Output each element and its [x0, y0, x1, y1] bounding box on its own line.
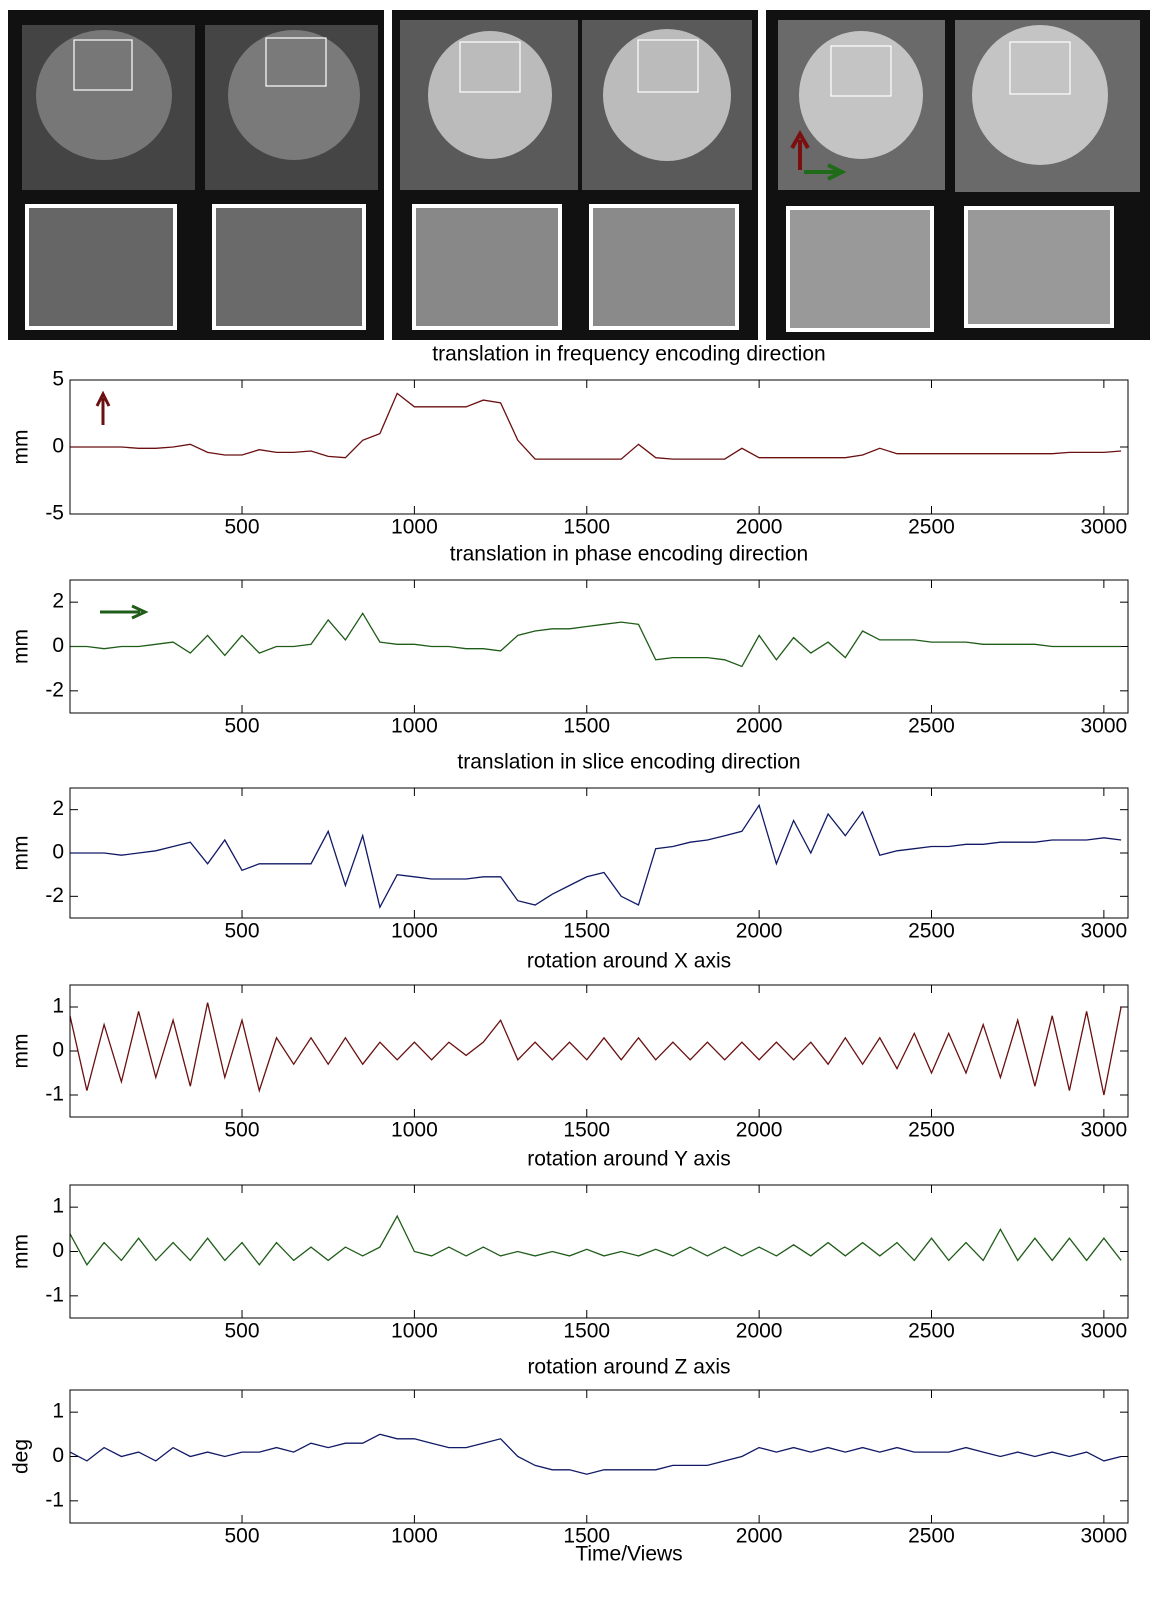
y-axis-label: mm [10, 1234, 33, 1269]
y-tick-label: -1 [45, 1083, 64, 1106]
x-tick-label: 1500 [563, 1320, 610, 1343]
plot-frame [69, 379, 1129, 515]
y-tick-label: -5 [45, 502, 64, 525]
plot-frame [69, 1389, 1129, 1524]
x-tick-label: 1500 [563, 1525, 610, 1548]
y-tick-label: 2 [52, 590, 64, 613]
x-tick-label: 1000 [391, 1119, 438, 1142]
x-tick-label: 1500 [563, 516, 610, 539]
direction-arrow [95, 390, 111, 425]
x-tick-label: 2000 [736, 920, 783, 943]
y-tick-label: 0 [52, 634, 64, 657]
y-tick-label: -2 [45, 678, 64, 701]
y-axis-label: mm [10, 629, 33, 664]
data-line [70, 803, 1122, 910]
x-tick-label: 2500 [908, 920, 955, 943]
x-tick-label: 3000 [1081, 1119, 1128, 1142]
x-tick-label: 1500 [563, 1119, 610, 1142]
chart-title: translation in phase encoding direction [450, 543, 808, 566]
y-tick-label: 0 [52, 1239, 64, 1262]
x-tick-label: 1000 [391, 920, 438, 943]
plot-frame [69, 579, 1129, 714]
x-tick-label: 2500 [908, 715, 955, 738]
data-line [69, 1002, 1122, 1096]
plot-frame [69, 1184, 1129, 1319]
y-tick-label: -2 [45, 884, 64, 907]
x-tick-label: 3000 [1081, 715, 1128, 738]
x-tick-label: 2500 [908, 1525, 955, 1548]
x-tick-label: 3000 [1081, 1320, 1128, 1343]
plot-frame [69, 984, 1129, 1118]
chart-title: rotation around X axis [527, 950, 731, 973]
y-tick-label: 0 [52, 841, 64, 864]
chart-title: rotation around Y axis [527, 1148, 731, 1171]
x-tick-label: 1000 [391, 715, 438, 738]
direction-arrow [100, 604, 149, 620]
x-tick-label: 2500 [908, 1119, 955, 1142]
y-tick-label: -1 [45, 1283, 64, 1306]
chart-title: rotation around Z axis [527, 1356, 730, 1379]
x-tick-label: 500 [225, 516, 260, 539]
x-tick-label: 1000 [391, 1320, 438, 1343]
mri-panels [8, 10, 1150, 340]
y-tick-label: 1 [52, 1400, 64, 1423]
x-tick-label: 500 [225, 920, 260, 943]
x-axis-label: Time/Views [575, 1543, 682, 1566]
x-tick-label: 500 [225, 1119, 260, 1142]
x-tick-label: 3000 [1081, 920, 1128, 943]
data-line [69, 1433, 1122, 1475]
data-line [70, 612, 1122, 668]
plot-frame [69, 787, 1129, 919]
x-tick-label: 2000 [736, 1320, 783, 1343]
y-tick-label: 1 [52, 995, 64, 1018]
y-axis-label: deg [10, 1439, 33, 1474]
x-tick-label: 500 [225, 1525, 260, 1548]
x-tick-label: 1000 [391, 516, 438, 539]
x-tick-label: 2000 [736, 516, 783, 539]
y-axis-label: mm [10, 1034, 33, 1069]
data-line [70, 392, 1122, 460]
y-tick-label: 2 [52, 797, 64, 820]
y-tick-label: -1 [45, 1488, 64, 1511]
y-axis-label: mm [10, 430, 33, 465]
y-tick-label: 1 [52, 1195, 64, 1218]
x-tick-label: 2500 [908, 1320, 955, 1343]
y-tick-label: 0 [52, 1444, 64, 1467]
y-axis-label: mm [10, 836, 33, 871]
x-tick-label: 1000 [391, 1525, 438, 1548]
x-tick-label: 3000 [1081, 516, 1128, 539]
chart-title: translation in slice encoding direction [457, 751, 800, 774]
data-line [69, 1214, 1122, 1266]
x-tick-label: 2000 [736, 1119, 783, 1142]
x-tick-label: 2000 [736, 1525, 783, 1548]
chart-title: translation in frequency encoding direct… [432, 343, 825, 366]
y-tick-label: 0 [52, 1039, 64, 1062]
x-tick-label: 2000 [736, 715, 783, 738]
x-tick-label: 500 [225, 1320, 260, 1343]
x-tick-label: 2500 [908, 516, 955, 539]
x-tick-label: 1500 [563, 715, 610, 738]
x-tick-label: 500 [225, 715, 260, 738]
x-tick-label: 1500 [563, 920, 610, 943]
y-tick-label: 0 [52, 435, 64, 458]
y-tick-label: 5 [52, 368, 64, 391]
x-tick-label: 3000 [1081, 1525, 1128, 1548]
